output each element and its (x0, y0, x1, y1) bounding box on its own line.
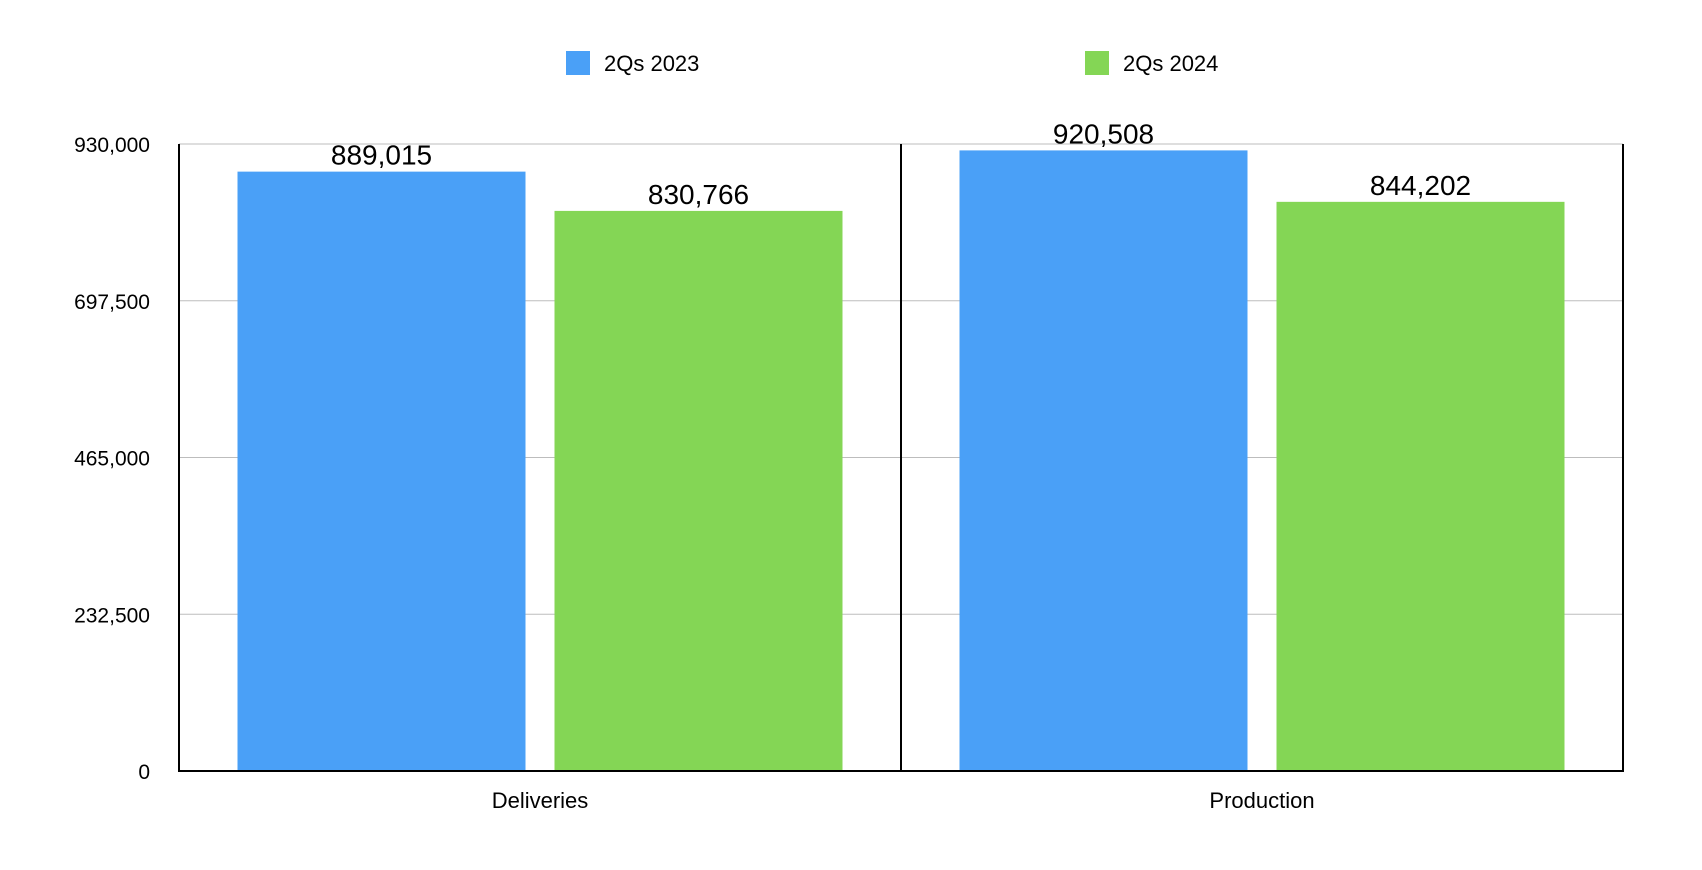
bars (237, 150, 1565, 772)
y-axis-tick-labels: 0 232,500 465,000 697,500 930,000 (74, 134, 150, 784)
bar-deliveries-series-2 (554, 210, 843, 771)
x-category-label: Deliveries (492, 788, 589, 813)
bar-production-series-2 (1276, 201, 1565, 771)
bar-deliveries-series-1 (237, 171, 526, 771)
legend-label-2: 2Qs 2024 (1123, 51, 1218, 76)
bar-production-series-1 (959, 150, 1248, 772)
x-axis-category-labels: Deliveries Production (492, 788, 1315, 813)
data-label: 830,766 (648, 179, 749, 210)
data-label: 920,508 (1053, 118, 1154, 149)
legend-swatch-1 (566, 51, 590, 75)
x-category-label: Production (1209, 788, 1314, 813)
y-tick-label: 697,500 (74, 291, 150, 314)
data-labels: 889,015 830,766 920,508 844,202 (331, 118, 1471, 210)
legend-swatch-2 (1085, 51, 1109, 75)
y-tick-label: 930,000 (74, 134, 150, 157)
axes (178, 144, 1624, 772)
legend: 2Qs 2023 2Qs 2024 (566, 51, 1218, 76)
data-label: 889,015 (331, 140, 432, 171)
y-tick-label: 0 (138, 761, 150, 784)
y-tick-label: 232,500 (74, 604, 150, 627)
y-tick-label: 465,000 (74, 448, 150, 471)
legend-label-1: 2Qs 2023 (604, 51, 699, 76)
data-label: 844,202 (1370, 170, 1471, 201)
